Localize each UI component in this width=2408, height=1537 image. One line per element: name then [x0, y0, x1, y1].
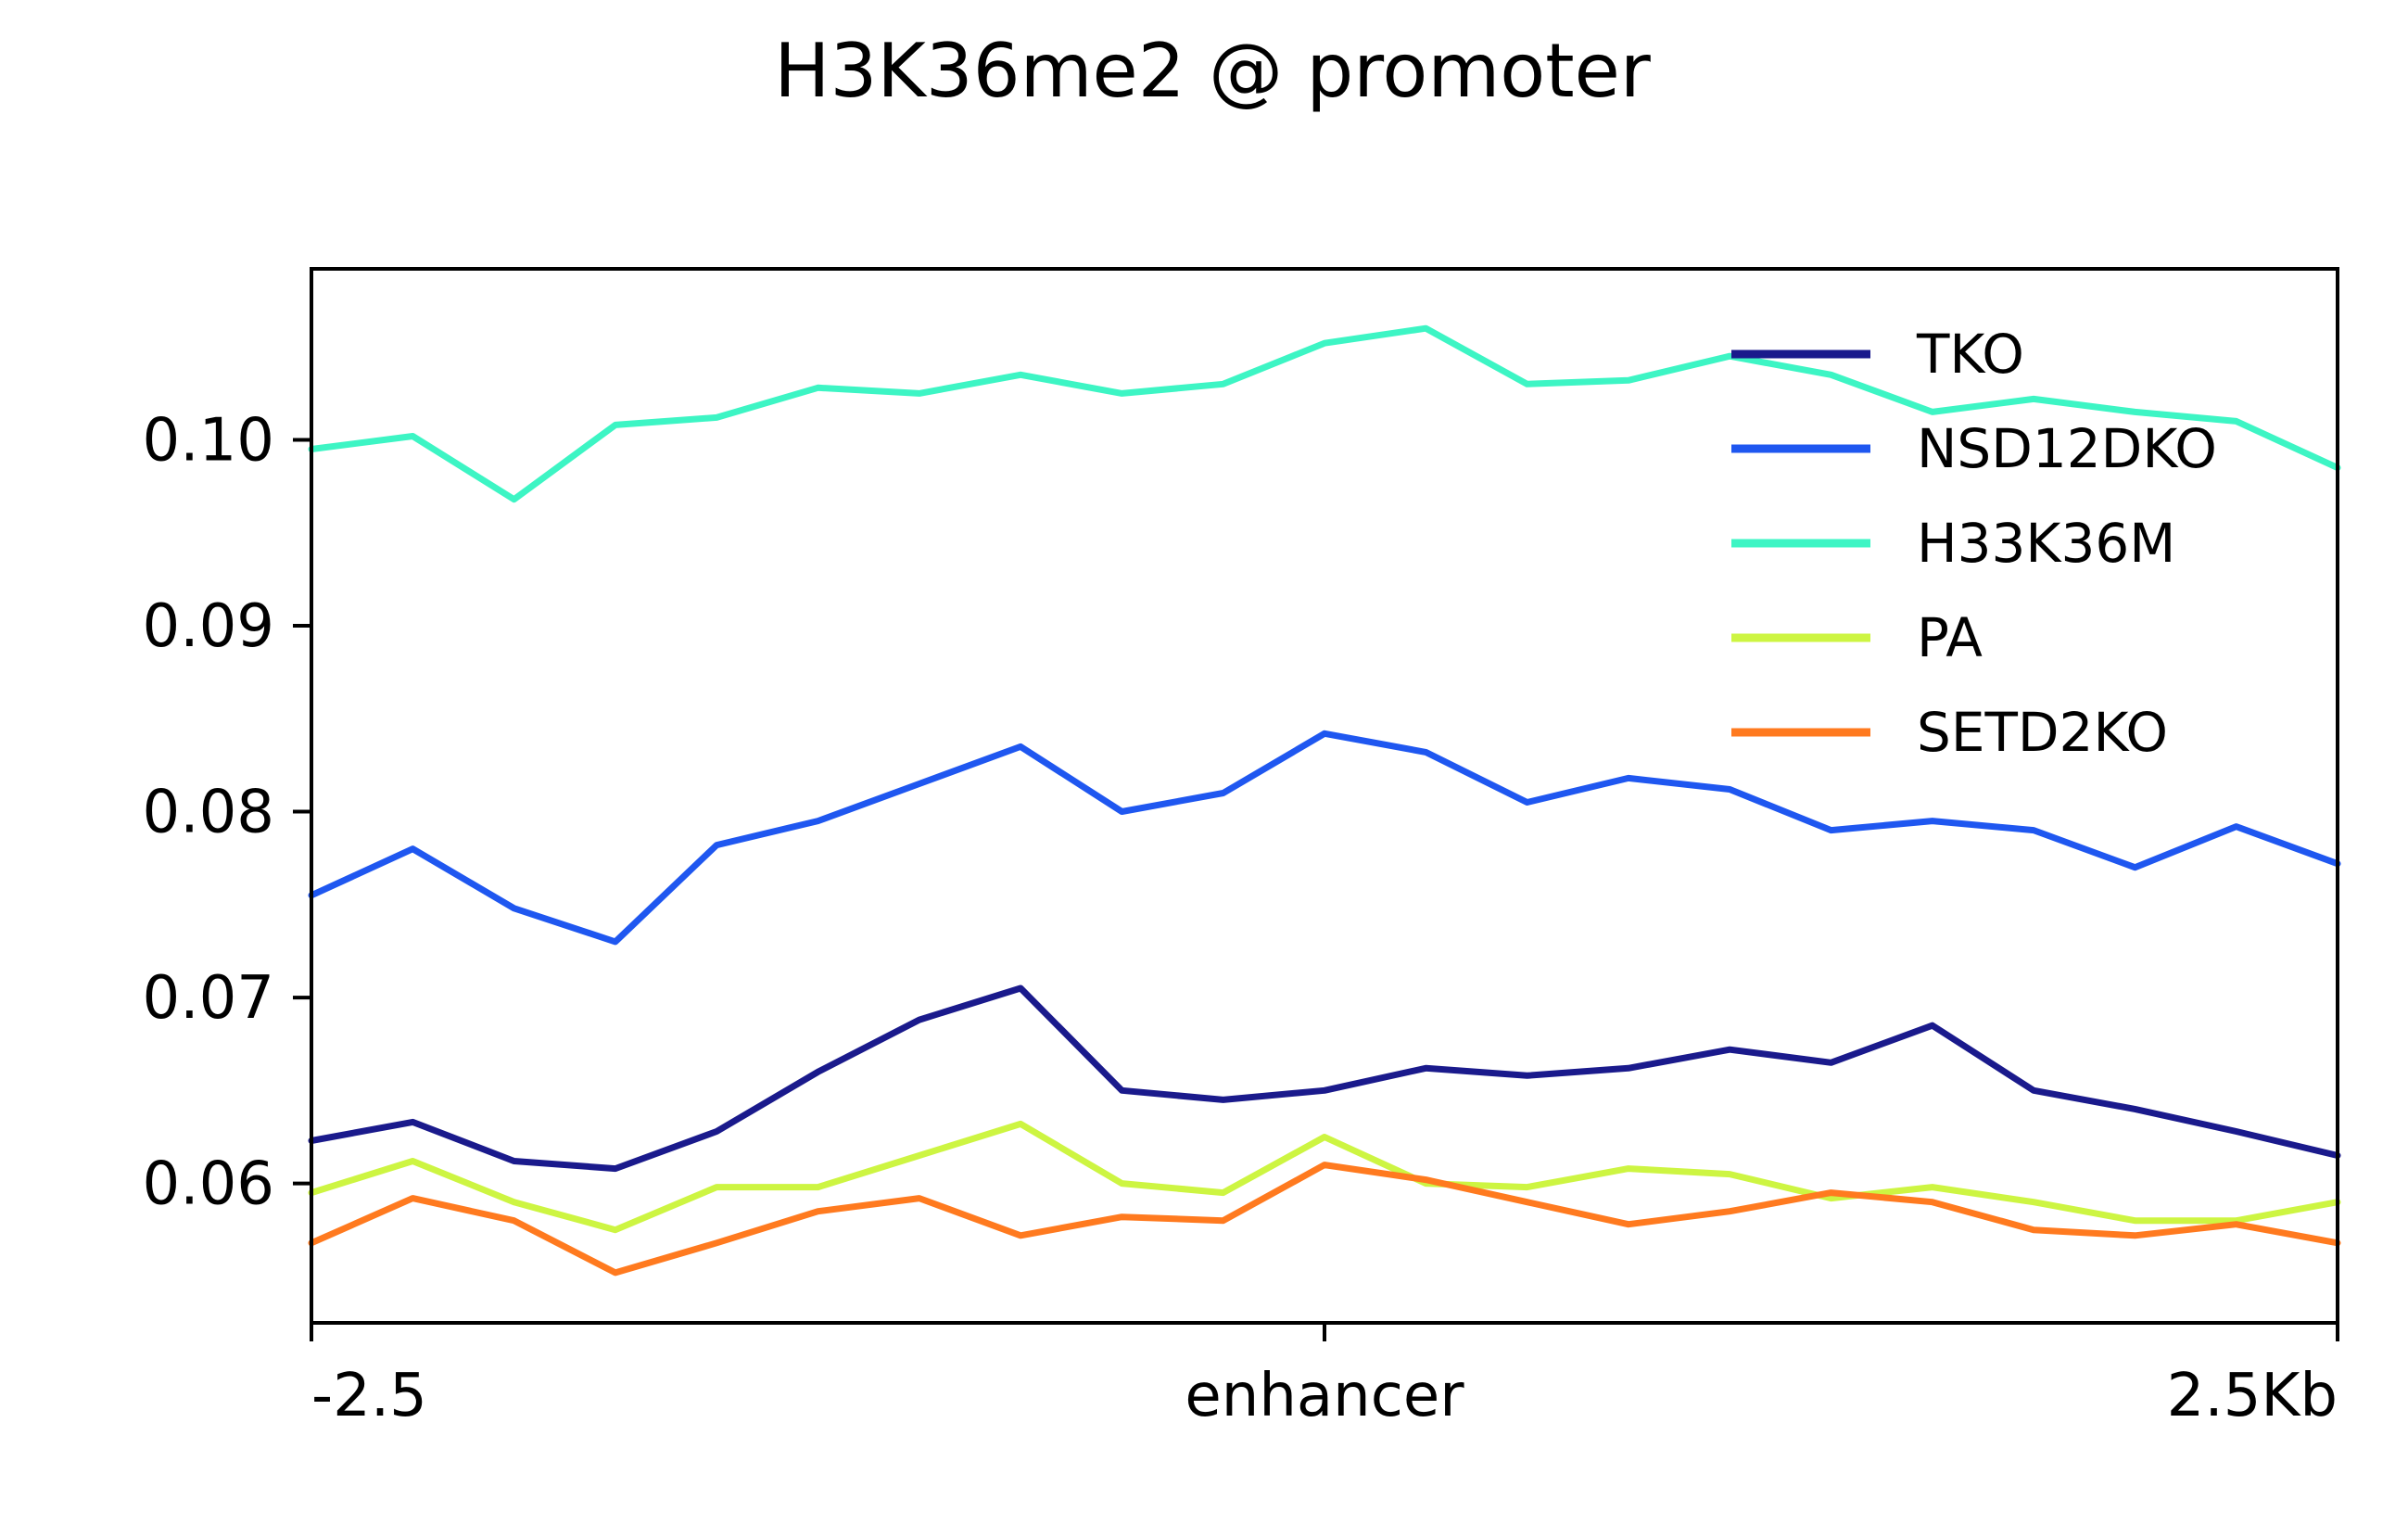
y-tick-label: 0.09 — [143, 592, 275, 661]
legend-label: PA — [1917, 606, 1983, 669]
x-tick-label: -2.5 — [311, 1362, 427, 1430]
y-tick-label: 0.07 — [143, 964, 275, 1033]
legend-label: SETD2KO — [1917, 701, 2168, 764]
series-line-h33k36m — [308, 324, 2341, 503]
legend-label: H33K36M — [1917, 512, 2175, 575]
y-tick-label: 0.08 — [143, 779, 275, 847]
series-line-setd2ko — [308, 1162, 2341, 1277]
y-tick-label: 0.10 — [143, 406, 275, 475]
series-line-nsd12dko — [308, 730, 2341, 946]
series-layer — [308, 324, 2341, 1277]
x-tick-label: enhancer — [1185, 1362, 1464, 1430]
y-tick-label: 0.06 — [143, 1150, 275, 1219]
legend-label: TKO — [1916, 323, 2024, 386]
chart-title: H3K36me2 @ promoter — [774, 28, 1651, 114]
x-axis: -2.5 enhancer 2.5Kb — [310, 1323, 2339, 1430]
y-axis: 0.06 0.07 0.08 0.09 0.10 — [143, 406, 311, 1219]
legend-label: NSD12DKO — [1917, 417, 2217, 480]
series-line-tko — [308, 984, 2341, 1173]
x-tick-label: 2.5Kb — [2167, 1362, 2338, 1430]
legend: TKO NSD12DKO H33K36M PA SETD2KO — [1731, 323, 2217, 764]
series-line-pa — [308, 1120, 2341, 1234]
